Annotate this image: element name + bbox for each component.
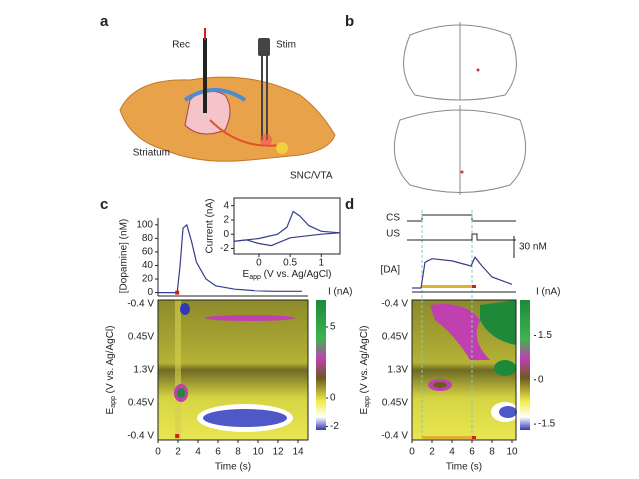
data-line: [412, 256, 513, 289]
y-tick-label: 0: [223, 229, 229, 240]
y-axis-label: [Dopamine] (nM): [119, 219, 130, 293]
colorbar-d: [520, 300, 530, 430]
colorbar-tick-label: 0: [330, 393, 336, 404]
x-axis-label: Eapp (V vs. Ag/AgCl): [243, 269, 332, 282]
event-trace: [407, 233, 516, 241]
brain-sections: [393, 22, 527, 195]
rat-diagram: [119, 28, 336, 162]
y-tick-label: 0.45V: [128, 332, 154, 343]
heatmap-frame: [411, 299, 517, 441]
colorbar-tick-label: -2: [330, 421, 339, 432]
y-tick-label: 2: [223, 215, 229, 226]
panel-label: b: [345, 13, 354, 30]
heatmap-c-image: [158, 300, 308, 440]
colorbar-c: [316, 300, 326, 430]
y-tick-label: -0.4 V: [127, 299, 154, 310]
x-tick-label: 8: [235, 447, 241, 458]
x-tick-label: 4: [195, 447, 201, 458]
y-axis-label-part: app: [364, 396, 371, 408]
x-axis-label-part: (V vs. Ag/AgCl): [261, 269, 332, 280]
diagram-label: Rec: [172, 40, 190, 51]
data-line: [233, 210, 341, 242]
y-tick-label: -0.4 V: [127, 431, 154, 442]
y-tick-label: 100: [136, 219, 153, 230]
y-tick-label: 1.3V: [387, 365, 408, 376]
x-tick-label: 12: [272, 447, 284, 458]
diagram-label: SNC/VTA: [290, 171, 333, 182]
event-label: US: [386, 229, 400, 240]
us-mark: [472, 285, 476, 288]
colorbar-tick-label: 5: [330, 322, 336, 333]
x-axis-label: Time (s): [446, 462, 482, 473]
panel-label: d: [345, 196, 354, 213]
inset-frame: [233, 197, 341, 255]
x-tick-label: 0: [409, 447, 415, 458]
x-tick-label: 8: [489, 447, 495, 458]
y-tick-label: 20: [142, 274, 154, 285]
y-tick-label: 0.45V: [382, 398, 408, 409]
x-tick-label: 6: [215, 447, 221, 458]
x-tick-label: 2: [175, 447, 181, 458]
y-axis-label: Eapp (V vs. Ag/AgCl): [359, 326, 372, 415]
data-line: [233, 232, 341, 247]
panel-label: c: [100, 196, 108, 213]
scale-bar-label: 30 nM: [519, 242, 547, 253]
colorbar-label: I (nA): [536, 287, 560, 298]
x-tick-label: 10: [506, 447, 518, 458]
y-axis-label-part: (V vs. Ag/AgCl): [105, 326, 116, 397]
y-tick-label: 60: [142, 247, 154, 258]
us-mark: [472, 436, 476, 439]
y-tick-label: 0.45V: [382, 332, 408, 343]
x-tick-label: 2: [429, 447, 435, 458]
x-axis-label-part: E: [243, 269, 250, 280]
x-axis-label-part: app: [249, 274, 261, 281]
stim-mark: [175, 434, 180, 438]
stim-mark: [175, 290, 180, 295]
colorbar-tick-label: 0: [538, 374, 544, 385]
y-axis-label: [DA]: [381, 265, 401, 276]
x-tick-label: 0: [155, 447, 161, 458]
data-line: [158, 223, 302, 294]
y-tick-label: 4: [223, 200, 229, 211]
x-tick-label: 6: [469, 447, 475, 458]
x-tick-label: 0.5: [283, 258, 297, 269]
x-tick-label: 14: [292, 447, 304, 458]
colorbar-label: I (nA): [328, 287, 352, 298]
colorbar-tick-label: 1.5: [538, 330, 552, 341]
heatmap-frame: [157, 299, 309, 441]
y-tick-label: -0.4 V: [381, 299, 408, 310]
x-tick-label: 10: [252, 447, 264, 458]
cs-bar: [422, 285, 472, 288]
y-tick-label: 1.3V: [133, 365, 154, 376]
event-trace: [407, 214, 516, 222]
y-axis-label-part: (V vs. Ag/AgCl): [359, 326, 370, 397]
cs-bar: [422, 436, 472, 439]
diagram-label: Stim: [276, 40, 296, 51]
y-axis-label: Current (nA): [205, 198, 216, 253]
colorbar-tick-label: -1.5: [538, 419, 556, 430]
y-axis-label-part: app: [110, 396, 117, 408]
x-tick-label: 0: [256, 258, 262, 269]
diagram-label: Striatum: [133, 148, 170, 159]
y-tick-label: 40: [142, 260, 154, 271]
y-tick-label: 0.45V: [128, 398, 154, 409]
panel-label: a: [100, 13, 109, 30]
x-axis-label: Time (s): [215, 462, 251, 473]
event-label: CS: [386, 213, 400, 224]
y-axis-label: Eapp (V vs. Ag/AgCl): [105, 326, 118, 415]
x-tick-label: 4: [449, 447, 455, 458]
y-tick-label: 80: [142, 233, 154, 244]
heatmap-d-image: [412, 300, 519, 440]
y-tick-label: 0: [147, 287, 153, 298]
y-axis-label-part: E: [105, 407, 116, 414]
y-tick-label: -2: [220, 243, 229, 254]
y-axis-label-part: E: [359, 407, 370, 414]
y-tick-label: -0.4 V: [381, 431, 408, 442]
x-tick-label: 1: [319, 258, 325, 269]
